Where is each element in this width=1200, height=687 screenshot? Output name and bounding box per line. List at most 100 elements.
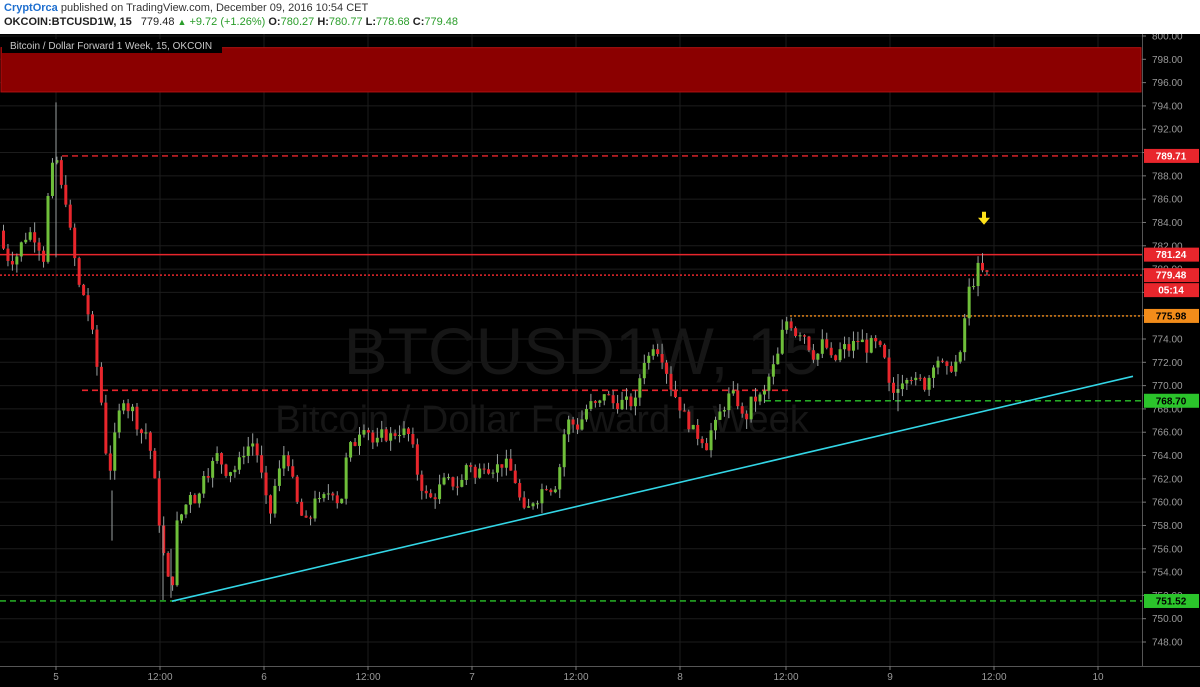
price-chart[interactable]: BTCUSD1W, 15 Bitcoin / Dollar Forward 1 …	[0, 34, 1200, 687]
candle-body	[122, 403, 126, 411]
author-link[interactable]: CryptOrca	[4, 2, 58, 14]
candle-body	[162, 525, 166, 554]
candle-body	[865, 339, 869, 353]
price-tag-bg	[1144, 247, 1199, 262]
candle-body	[331, 493, 335, 496]
candle-body	[82, 284, 86, 296]
candle-body	[460, 479, 464, 487]
candle-body	[295, 476, 299, 502]
price-tag-bg	[1144, 308, 1199, 323]
candle-body	[95, 329, 99, 367]
candle-body	[749, 396, 753, 420]
candle-body	[727, 393, 731, 411]
time-axis[interactable]: 5 12:00 6 12:00 7 12:00 8 12:00 9 12:00 10	[0, 666, 1200, 687]
candle-body	[981, 262, 984, 271]
open-label: O:	[268, 16, 281, 28]
candle-body	[589, 401, 593, 410]
candle-body	[6, 248, 10, 261]
price-tag: 775.98	[1156, 311, 1187, 322]
candle-body	[940, 360, 944, 362]
time-tick-label: 9	[887, 672, 893, 683]
candle-body	[705, 443, 709, 451]
candle-body	[762, 390, 766, 395]
price-tag: 751.52	[1156, 596, 1187, 607]
resistance-zone[interactable]	[0, 47, 1142, 93]
candle-body	[718, 411, 722, 420]
candle-body	[317, 498, 321, 500]
candle-body	[914, 377, 918, 381]
price-tick-label: 748.00	[1152, 638, 1183, 649]
open-value: 780.27	[280, 16, 315, 28]
candle-body	[144, 432, 148, 434]
candle-body	[851, 340, 855, 351]
candle-body	[829, 347, 833, 356]
candle-body	[785, 321, 789, 330]
price-tick-label: 764.00	[1152, 451, 1183, 462]
candle-body	[260, 455, 264, 473]
candle-body	[224, 464, 228, 476]
time-tick-label: 8	[677, 672, 683, 683]
price-tick-label: 800.00	[1152, 34, 1183, 43]
price-tick-label: 798.00	[1152, 55, 1183, 66]
candle-body	[958, 352, 962, 362]
candle-body	[536, 503, 539, 505]
watermark: BTCUSD1W, 15 Bitcoin / Dollar Forward 1 …	[275, 314, 820, 441]
last-price: 779.48	[140, 16, 175, 28]
candle-body	[682, 410, 686, 412]
price-tick-label: 768.00	[1152, 404, 1183, 415]
price-tick-label: 754.00	[1152, 568, 1183, 579]
candle-body	[131, 406, 135, 412]
candle-body	[411, 433, 415, 445]
candle-body	[55, 160, 59, 163]
ascending-trendline[interactable]	[171, 375, 1134, 602]
candle-body	[495, 464, 499, 473]
candle-body	[246, 446, 250, 457]
time-tick-label: 5	[53, 672, 59, 683]
candle-body	[117, 410, 121, 433]
candle-body	[736, 390, 740, 407]
candle-body	[642, 362, 646, 379]
candle-body	[794, 328, 798, 337]
candle-body	[28, 232, 32, 240]
candle-body	[24, 239, 28, 243]
up-triangle-icon: ▲	[177, 17, 187, 27]
candle-body	[834, 355, 838, 361]
candle-body	[883, 344, 887, 358]
candle-body	[113, 432, 117, 471]
price-tag-bg	[1144, 593, 1199, 608]
candle-body	[923, 377, 927, 390]
price-tick-label: 796.00	[1152, 78, 1183, 89]
candle-body	[789, 321, 793, 329]
price-tick-label: 774.00	[1152, 335, 1183, 346]
price-tick-label: 760.00	[1152, 498, 1183, 509]
candle-body	[264, 472, 268, 496]
price-tick-label: 762.00	[1152, 474, 1183, 485]
candle-body	[157, 478, 161, 526]
candle-body	[593, 401, 597, 403]
symbol-label: OKCOIN:BTCUSD1W, 15	[4, 16, 132, 28]
candle-body	[193, 495, 197, 504]
price-tick-label: 766.00	[1152, 428, 1183, 439]
candle-body	[567, 419, 571, 435]
candle-body	[843, 344, 847, 350]
candle-body	[451, 477, 455, 487]
candle-body	[687, 411, 691, 430]
candle-body	[335, 495, 339, 504]
candle-body	[215, 453, 219, 461]
candle-body	[740, 406, 744, 414]
candle-body	[700, 438, 704, 444]
countdown-bg	[1144, 283, 1199, 298]
candle-body	[211, 460, 215, 478]
high-label: H:	[317, 16, 329, 28]
candle-body	[362, 430, 366, 435]
price-tag-bg	[1144, 268, 1199, 283]
candle-body	[972, 286, 976, 288]
publish-header: CryptOrca published on TradingView.com, …	[0, 0, 1200, 34]
candle-body	[68, 204, 72, 228]
candle-body	[42, 250, 46, 262]
publish-line: CryptOrca published on TradingView.com, …	[4, 2, 368, 14]
candle-body	[166, 553, 170, 577]
price-axis[interactable]: 748.00750.00752.00754.00756.00758.00760.…	[1142, 34, 1200, 666]
price-tick-label: 756.00	[1152, 544, 1183, 555]
candle-body	[656, 349, 660, 355]
